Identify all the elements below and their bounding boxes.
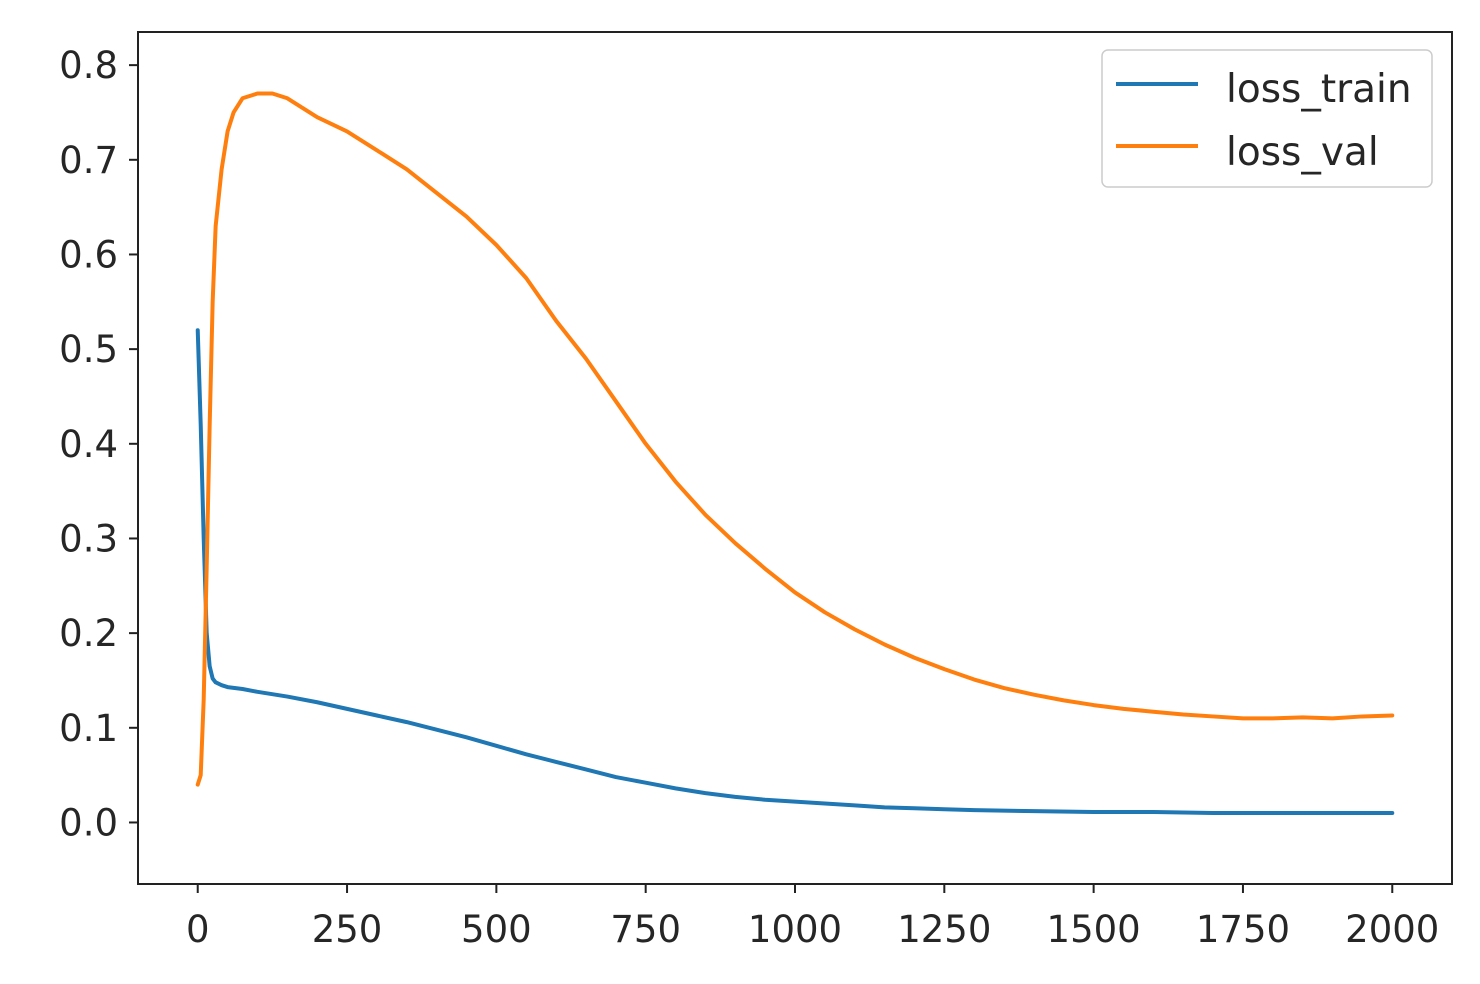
series-line-loss-train	[195, 328, 1395, 815]
x-tick-label: 500	[461, 908, 532, 951]
plot-frame	[137, 31, 1453, 885]
series-line-loss-val	[195, 91, 1395, 787]
y-axis-ticks: 0.0 0.1 0.2 0.3 0.4 0.5 0.6 0.7 0.8	[59, 44, 138, 844]
x-tick-label: 250	[312, 908, 383, 951]
series-layer	[195, 91, 1395, 815]
y-tick-label: 0.2	[59, 612, 118, 655]
y-tick-label: 0.4	[59, 423, 118, 466]
y-tick-label: 0.5	[59, 328, 118, 371]
x-tick-label: 1750	[1196, 908, 1290, 951]
y-tick-label: 0.3	[59, 517, 118, 560]
x-tick-label: 1250	[897, 908, 991, 951]
x-tick-label: 1000	[748, 908, 842, 951]
x-tick-label: 1500	[1047, 908, 1141, 951]
legend-label-loss-train: loss_train	[1226, 67, 1412, 112]
x-tick-label: 2000	[1345, 908, 1439, 951]
y-tick-label: 0.0	[59, 801, 118, 844]
legend: loss_train loss_val	[1101, 49, 1433, 188]
x-tick-label: 0	[186, 908, 210, 951]
x-tick-label: 750	[610, 908, 681, 951]
legend-label-loss-val: loss_val	[1226, 130, 1379, 175]
y-tick-label: 0.7	[59, 139, 118, 182]
y-tick-label: 0.8	[59, 44, 118, 87]
y-tick-label: 0.6	[59, 233, 118, 276]
y-tick-label: 0.1	[59, 707, 118, 750]
x-axis-ticks: 0 250 500 750 1000 1250 1500 1750 2000	[186, 884, 1439, 951]
